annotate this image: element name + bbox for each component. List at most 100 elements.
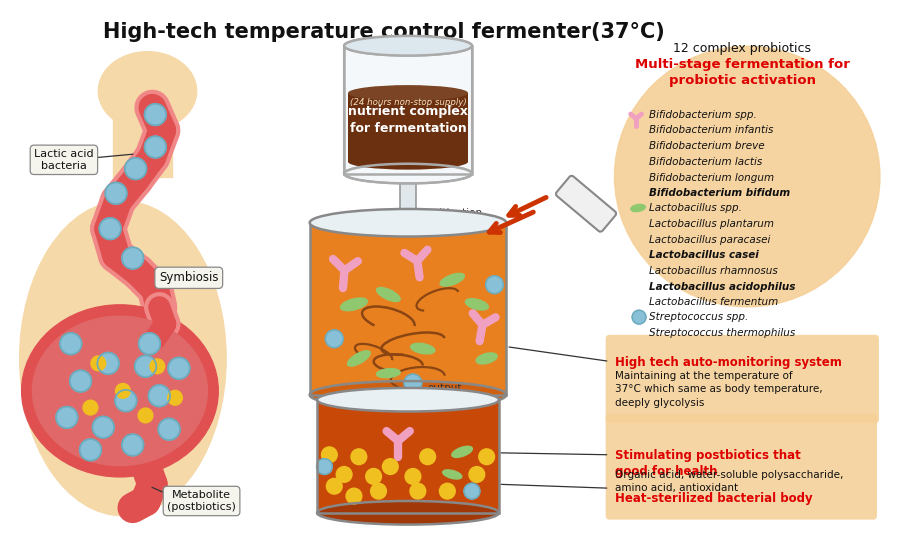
Circle shape xyxy=(337,466,352,482)
Circle shape xyxy=(321,447,338,463)
Circle shape xyxy=(371,483,386,499)
Circle shape xyxy=(346,488,362,504)
Text: Bifidobacterium bifidum: Bifidobacterium bifidum xyxy=(649,188,790,198)
Bar xyxy=(400,174,416,219)
Circle shape xyxy=(326,330,343,348)
Circle shape xyxy=(632,310,646,324)
Circle shape xyxy=(410,483,426,499)
Circle shape xyxy=(125,158,147,180)
Ellipse shape xyxy=(22,305,219,477)
Bar xyxy=(400,395,416,398)
Text: cultivation: cultivation xyxy=(428,208,482,218)
Circle shape xyxy=(79,439,102,461)
Ellipse shape xyxy=(344,36,472,55)
Circle shape xyxy=(158,418,180,440)
Text: Bifidobacterium infantis: Bifidobacterium infantis xyxy=(649,125,773,135)
Circle shape xyxy=(138,408,153,423)
Circle shape xyxy=(115,390,137,411)
Circle shape xyxy=(168,358,190,379)
Circle shape xyxy=(327,479,342,494)
Ellipse shape xyxy=(347,351,370,366)
Text: (24 hours non-stop supply): (24 hours non-stop supply) xyxy=(349,98,466,107)
Circle shape xyxy=(115,384,130,398)
Circle shape xyxy=(99,218,121,239)
Ellipse shape xyxy=(344,164,472,183)
Circle shape xyxy=(122,434,143,456)
Text: output: output xyxy=(428,383,463,393)
Ellipse shape xyxy=(20,201,226,516)
Ellipse shape xyxy=(310,381,507,409)
Text: Streptococcus thermophilus: Streptococcus thermophilus xyxy=(649,328,795,338)
Ellipse shape xyxy=(615,46,880,307)
Circle shape xyxy=(105,182,127,204)
Circle shape xyxy=(56,407,77,428)
Text: Bifidobacterium longum: Bifidobacterium longum xyxy=(649,173,774,183)
Ellipse shape xyxy=(465,298,489,310)
Ellipse shape xyxy=(376,287,400,302)
Ellipse shape xyxy=(32,316,207,466)
Text: Multi-stage fermentation for
probiotic activation: Multi-stage fermentation for probiotic a… xyxy=(634,58,850,86)
Bar xyxy=(310,223,507,395)
Circle shape xyxy=(60,333,82,354)
Ellipse shape xyxy=(344,36,472,55)
Text: Lactobacillus casei: Lactobacillus casei xyxy=(649,251,759,260)
FancyBboxPatch shape xyxy=(556,176,617,232)
Text: Organic acid, water-soluble polysaccharide,
amino acid, antioxidant: Organic acid, water-soluble polysacchari… xyxy=(616,470,844,492)
Circle shape xyxy=(382,459,398,474)
Bar xyxy=(113,93,172,176)
Ellipse shape xyxy=(348,85,468,101)
Text: Streptococcus spp.: Streptococcus spp. xyxy=(649,312,748,322)
Text: High-tech temperature control fermenter(37°C): High-tech temperature control fermenter(… xyxy=(103,22,664,42)
Ellipse shape xyxy=(317,388,499,411)
Circle shape xyxy=(83,400,98,415)
Circle shape xyxy=(351,449,366,465)
Text: Lactobacillus fermentum: Lactobacillus fermentum xyxy=(649,297,778,308)
Ellipse shape xyxy=(310,209,507,237)
Text: Stimulating postbiotics that
good for health: Stimulating postbiotics that good for he… xyxy=(616,449,801,478)
Circle shape xyxy=(122,247,143,269)
Bar xyxy=(348,93,468,162)
Ellipse shape xyxy=(443,470,462,479)
Circle shape xyxy=(70,370,92,392)
Ellipse shape xyxy=(317,388,499,411)
Circle shape xyxy=(145,136,166,158)
Circle shape xyxy=(317,459,332,474)
Ellipse shape xyxy=(631,204,645,212)
Circle shape xyxy=(479,449,494,465)
Text: Symbiosis: Symbiosis xyxy=(159,271,219,284)
Bar xyxy=(310,223,507,395)
Text: nutrient complex
for fermentation: nutrient complex for fermentation xyxy=(348,106,468,135)
Text: High tech auto-monitoring system: High tech auto-monitoring system xyxy=(616,357,842,369)
Circle shape xyxy=(469,466,485,482)
Circle shape xyxy=(439,483,455,499)
Ellipse shape xyxy=(376,369,400,378)
Text: Lactobacillus acidophilus: Lactobacillus acidophilus xyxy=(649,282,796,292)
Ellipse shape xyxy=(440,273,464,286)
Ellipse shape xyxy=(348,154,468,169)
Text: Heat-sterilized bacterial body: Heat-sterilized bacterial body xyxy=(616,492,813,505)
Text: Bifidobacterium spp.: Bifidobacterium spp. xyxy=(649,110,757,120)
Circle shape xyxy=(145,104,166,125)
Bar xyxy=(344,46,472,174)
Bar xyxy=(317,400,499,513)
Text: Lactobacillus spp.: Lactobacillus spp. xyxy=(649,203,742,213)
Text: 12 complex probiotics: 12 complex probiotics xyxy=(673,42,811,55)
Circle shape xyxy=(135,356,157,377)
Circle shape xyxy=(148,385,170,407)
Ellipse shape xyxy=(340,298,367,311)
Text: Lactobacillus plantarum: Lactobacillus plantarum xyxy=(649,219,774,229)
Ellipse shape xyxy=(452,446,472,457)
Ellipse shape xyxy=(310,209,507,237)
Circle shape xyxy=(404,374,422,392)
Circle shape xyxy=(93,416,114,438)
Circle shape xyxy=(419,449,436,465)
Text: Lactobacillus paracasei: Lactobacillus paracasei xyxy=(649,235,770,245)
Ellipse shape xyxy=(476,353,497,364)
Circle shape xyxy=(464,483,480,499)
Bar xyxy=(317,400,499,513)
Ellipse shape xyxy=(98,52,196,131)
Text: Metabolite
(postbiotics): Metabolite (postbiotics) xyxy=(167,490,236,512)
Circle shape xyxy=(150,359,165,374)
Text: Bifidobacterium breve: Bifidobacterium breve xyxy=(649,141,764,151)
Circle shape xyxy=(91,356,105,371)
